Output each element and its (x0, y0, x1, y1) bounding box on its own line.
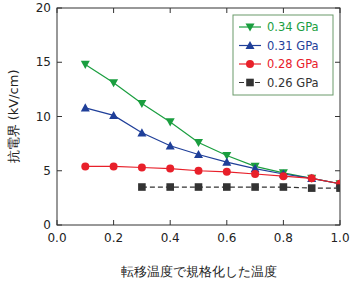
data-point (166, 183, 174, 191)
y-tick (335, 116, 340, 117)
x-tick-label: 0.4 (161, 231, 180, 245)
y-tick (335, 225, 340, 226)
data-point (137, 128, 146, 136)
data-point (307, 175, 316, 183)
data-point (166, 165, 174, 173)
data-point (138, 163, 146, 171)
x-tick (283, 220, 284, 225)
y-tick-label: 5 (43, 164, 51, 178)
x-tick (340, 8, 341, 13)
y-tick (335, 8, 340, 9)
data-point (195, 167, 203, 175)
data-point (280, 183, 288, 191)
data-point (81, 103, 90, 111)
series-line (85, 166, 340, 183)
x-tick (340, 220, 341, 225)
data-point (138, 183, 146, 191)
legend-marker (246, 41, 255, 49)
y-tick-label: 10 (36, 110, 51, 124)
x-tick-label: 0.8 (274, 231, 293, 245)
data-point (166, 141, 175, 149)
data-point (222, 158, 231, 166)
y-tick (335, 62, 340, 63)
series-line (85, 108, 340, 184)
legend-marker (246, 79, 254, 87)
plot-frame (57, 8, 340, 225)
data-point (81, 162, 89, 170)
data-point (194, 139, 203, 147)
data-point (110, 162, 118, 170)
x-tick (113, 8, 114, 13)
legend-marker (246, 60, 254, 68)
x-axis-title: 転移温度で規格化した温度 (121, 264, 277, 279)
x-tick-label: 0.0 (47, 231, 66, 245)
data-point (308, 174, 316, 182)
x-tick (226, 8, 227, 13)
legend-label: 0.26 GPa (267, 76, 319, 90)
legend-label: 0.31 GPa (267, 39, 319, 53)
legend-marker (246, 23, 255, 31)
legend-box (233, 15, 333, 95)
data-point (279, 172, 287, 180)
y-tick (57, 62, 62, 63)
data-point (137, 100, 146, 108)
data-point (195, 183, 203, 191)
data-point (307, 174, 316, 182)
y-tick (57, 170, 62, 171)
data-point (109, 111, 118, 119)
x-tick-label: 0.6 (217, 231, 236, 245)
series-line (85, 64, 340, 183)
data-point (109, 79, 118, 87)
x-tick-label: 1.0 (330, 231, 349, 245)
x-tick (170, 8, 171, 13)
y-tick (57, 225, 62, 226)
data-point (81, 61, 90, 69)
y-tick-label: 20 (36, 1, 51, 15)
x-tick-label: 0.2 (104, 231, 123, 245)
x-tick (226, 220, 227, 225)
data-point (194, 150, 203, 158)
x-tick (170, 220, 171, 225)
plot-area (81, 61, 340, 192)
chart: 0.0 0.2 0.4 0.6 0.8 1.0 0 5 10 15 20 転移温度で規格化した温度 抗電… (0, 0, 363, 285)
y-axis-title: 抗電界 (kV/cm) (6, 70, 21, 164)
data-point (308, 184, 316, 192)
data-point (166, 118, 175, 126)
data-point (223, 183, 231, 191)
x-tick (57, 220, 58, 225)
legend-label: 0.34 GPa (267, 20, 319, 34)
y-tick (335, 170, 340, 171)
y-tick (57, 116, 62, 117)
data-point (223, 168, 231, 176)
data-point (251, 170, 259, 178)
data-point (251, 183, 259, 191)
legend: 0.34 GPa 0.31 GPa 0.28 GPa 0.26 GPa (233, 15, 333, 95)
data-point (336, 184, 340, 192)
x-tick (57, 8, 58, 13)
y-tick-label: 0 (43, 218, 51, 232)
y-tick-label: 15 (36, 55, 51, 69)
x-tick (283, 8, 284, 13)
legend-label: 0.28 GPa (267, 57, 319, 71)
y-tick (57, 8, 62, 9)
x-tick (113, 220, 114, 225)
